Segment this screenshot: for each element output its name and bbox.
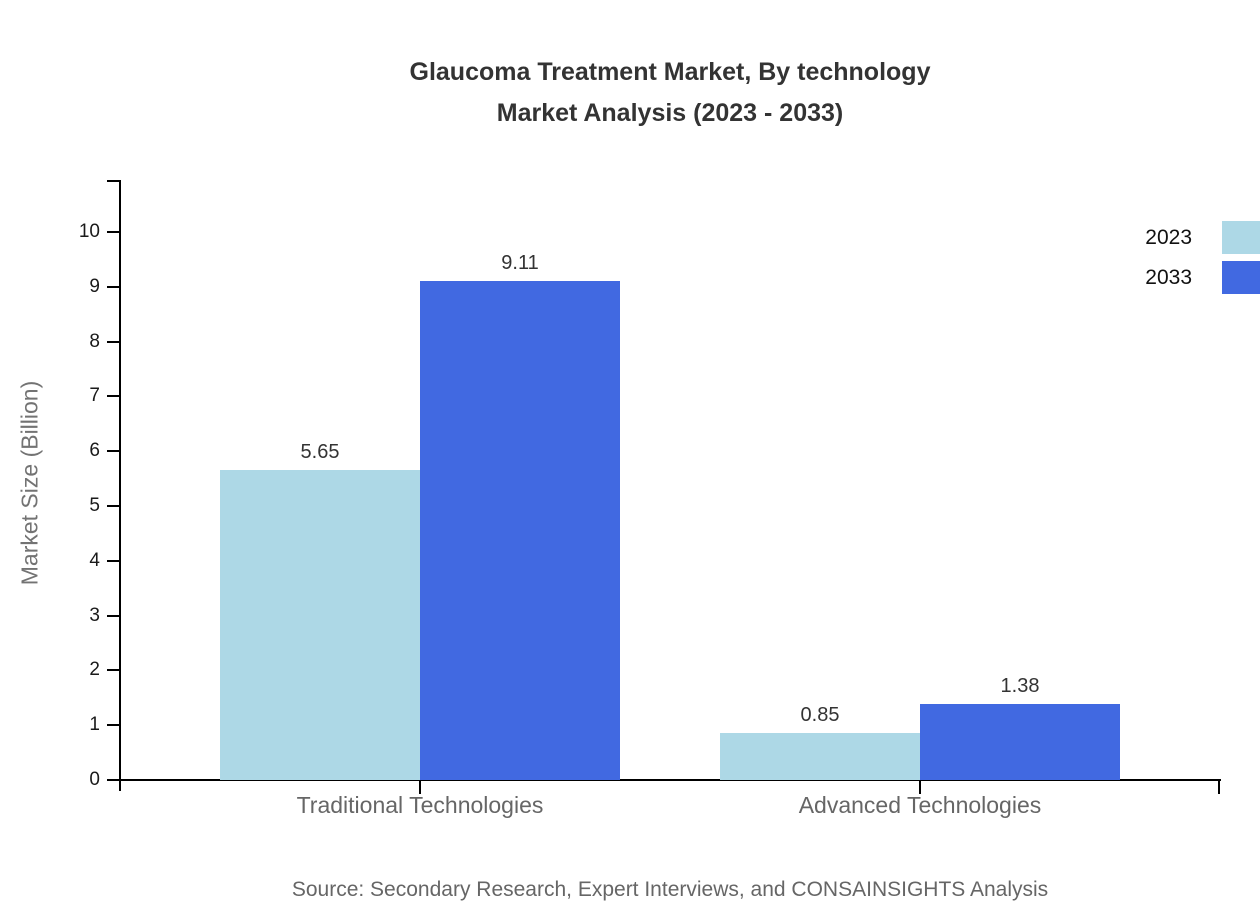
- y-axis-tick: [107, 340, 120, 343]
- bar-value-label: 5.65: [300, 441, 340, 464]
- y-axis-tick-label: 2: [89, 659, 100, 681]
- y-axis-tick-label: 7: [89, 385, 100, 407]
- chart-title: Glaucoma Treatment Market, By technology…: [80, 52, 1260, 134]
- x-axis-spine: [119, 779, 1221, 781]
- x-axis-end-cap: [1218, 781, 1220, 794]
- y-axis-tick: [107, 285, 120, 288]
- source-attribution: Source: Secondary Research, Expert Inter…: [291, 878, 1049, 901]
- bar-value-label: 1.38: [1000, 675, 1040, 698]
- y-axis-tick-label: 9: [89, 275, 100, 297]
- chart-title-line1: Glaucoma Treatment Market, By technology: [409, 58, 931, 86]
- y-axis-tick: [107, 724, 120, 727]
- y-axis-tick-label: 1: [89, 714, 100, 736]
- y-axis-tick-label: 10: [78, 221, 100, 242]
- y-axis-tick-label: 0: [89, 769, 100, 790]
- legend-item-2023: 2023: [1145, 221, 1260, 254]
- y-axis-tick-label: 5: [89, 495, 100, 516]
- legend-item-2033: 2033: [1145, 261, 1260, 294]
- y-axis-tick-label: 8: [89, 330, 100, 352]
- legend-label-2033: 2033: [1145, 265, 1192, 289]
- bar-value-label: 9.11: [501, 251, 539, 274]
- y-axis-tick: [107, 779, 120, 781]
- y-axis-spine: [119, 180, 121, 791]
- y-axis-tick: [107, 231, 120, 233]
- y-axis-tick: [107, 505, 120, 507]
- y-axis-tick: [107, 669, 120, 672]
- x-axis-tick: [919, 781, 921, 794]
- bar-2033-0: [420, 280, 620, 780]
- x-axis-tick: [419, 781, 421, 794]
- y-axis-tick-label: 3: [89, 604, 100, 626]
- chart-legend: 2023 2033: [1145, 221, 1260, 301]
- legend-label-2023: 2023: [1145, 225, 1192, 249]
- legend-swatch-2033-icon: [1222, 261, 1260, 294]
- bar-value-label: 0.85: [800, 704, 840, 727]
- bar-2023-1: [720, 733, 920, 780]
- x-category-label-0: Traditional Technologies: [296, 792, 544, 818]
- legend-swatch-2023-icon: [1222, 221, 1260, 254]
- bar-2023-0: [220, 470, 420, 780]
- chart-title-line2: Market Analysis (2023 - 2033): [496, 99, 844, 127]
- y-axis-tick-label: 4: [89, 549, 100, 571]
- x-category-label-1: Advanced Technologies: [798, 792, 1042, 818]
- y-axis-tick: [107, 614, 120, 617]
- y-axis-tick-label: 6: [89, 440, 100, 462]
- bar-2033-1: [920, 704, 1120, 780]
- y-axis-tick: [107, 559, 120, 562]
- y-axis-tick: [107, 395, 120, 398]
- y-axis-end-cap: [107, 180, 120, 182]
- y-axis-tick: [107, 450, 120, 453]
